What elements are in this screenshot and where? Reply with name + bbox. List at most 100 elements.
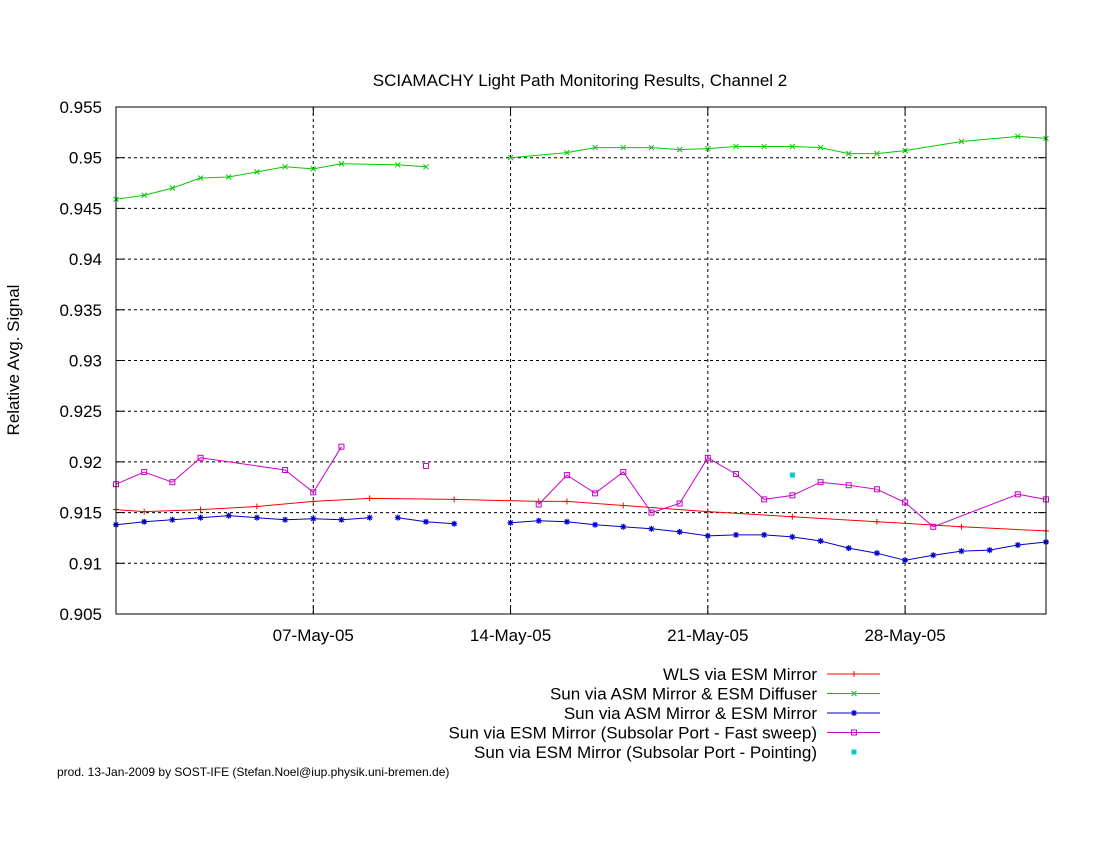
y-tick-label: 0.955 [59, 98, 102, 117]
data-point [733, 531, 739, 538]
data-point [141, 469, 148, 476]
data-point [620, 523, 627, 530]
data-point [851, 671, 857, 677]
data-point [873, 486, 880, 493]
data-point [761, 496, 768, 503]
x-ticks: 07-May-05 14-May-05 21-May-05 28-May-05 [273, 107, 946, 645]
data-point [817, 479, 824, 486]
data-point [902, 499, 909, 506]
data-point [648, 525, 655, 532]
legend-label: WLS via ESM Mirror [663, 665, 817, 684]
legend-label: Sun via ASM Mirror & ESM Diffuser [550, 685, 817, 704]
series-5 [789, 472, 795, 478]
data-point [733, 471, 739, 478]
series-4 [113, 443, 1049, 530]
data-point [592, 490, 599, 497]
data-point [845, 545, 852, 552]
series-2 [113, 133, 1049, 203]
data-point [366, 514, 373, 521]
data-point [704, 532, 711, 539]
series-line [115, 515, 370, 526]
data-point [535, 498, 542, 505]
data-point [1014, 133, 1021, 140]
data-point [563, 498, 570, 505]
y-tick-label: 0.95 [69, 149, 102, 168]
data-point [535, 517, 542, 524]
data-point [282, 467, 289, 474]
y-tick-label: 0.93 [69, 352, 102, 371]
series-line [115, 446, 342, 494]
legend-label: Sun via ESM Mirror (Subsolar Port - Fast… [449, 724, 817, 743]
data-point [704, 145, 711, 152]
data-point [845, 150, 852, 157]
data-point [338, 160, 345, 167]
y-ticks: 0.905 0.91 0.915 0.92 0.925 0.93 0.935 0.94 0.94… [59, 98, 1046, 624]
data-point [169, 516, 176, 523]
legend-label: Sun via ASM Mirror & ESM Mirror [564, 704, 817, 723]
x-tick-label: 21-May-05 [667, 626, 748, 645]
data-point [704, 454, 711, 461]
data-point [958, 523, 965, 530]
data-point [592, 521, 599, 528]
x-tick-label: 28-May-05 [864, 626, 945, 645]
data-point [704, 508, 711, 515]
data-point [789, 533, 796, 540]
data-point [902, 147, 908, 154]
data-point [338, 516, 345, 523]
data-point [930, 523, 937, 530]
data-point [958, 138, 965, 145]
data-point [394, 161, 401, 168]
data-point [423, 518, 429, 525]
data-point [169, 479, 176, 486]
data-point [282, 516, 289, 523]
data-point [507, 154, 514, 161]
data-point [310, 498, 317, 505]
data-point [874, 150, 880, 157]
data-point [310, 515, 317, 522]
data-point [930, 552, 937, 559]
data-point [423, 163, 429, 170]
data-point [564, 149, 570, 156]
data-point [902, 557, 909, 564]
data-point [197, 175, 204, 181]
data-point [225, 512, 232, 519]
data-point [310, 166, 317, 172]
y-tick-label: 0.915 [59, 504, 102, 523]
data-point [310, 489, 317, 496]
data-point [592, 144, 598, 151]
data-point [676, 528, 683, 535]
data-point [282, 163, 288, 170]
data-point [253, 503, 260, 510]
footer-credit: prod. 13-Jan-2009 by SOST-IFE (Stefan.No… [57, 765, 449, 779]
data-point [451, 520, 458, 527]
series-line [538, 457, 1047, 528]
data-point [620, 469, 627, 476]
data-point [141, 508, 148, 515]
series-line [115, 163, 427, 200]
data-point [851, 710, 857, 716]
x-tick-label: 14-May-05 [470, 626, 551, 645]
data-point [817, 537, 824, 544]
grid [116, 107, 1046, 614]
data-point [648, 509, 655, 516]
data-point [451, 496, 458, 503]
data-point [958, 548, 965, 555]
series-line [510, 520, 1047, 561]
y-tick-label: 0.91 [69, 554, 102, 573]
x-tick-label: 07-May-05 [273, 626, 354, 645]
data-point [141, 192, 148, 199]
y-tick-label: 0.94 [69, 250, 102, 269]
data-point [676, 500, 683, 507]
data-point [620, 502, 627, 509]
data-point [254, 169, 260, 175]
data-point [789, 472, 795, 478]
data-point [1014, 542, 1021, 549]
data-point [535, 501, 542, 508]
data-point [253, 514, 260, 521]
data-point [366, 495, 373, 502]
data-point [851, 690, 857, 697]
data-point [789, 513, 796, 520]
y-tick-label: 0.905 [59, 605, 102, 624]
data-point [676, 146, 683, 153]
